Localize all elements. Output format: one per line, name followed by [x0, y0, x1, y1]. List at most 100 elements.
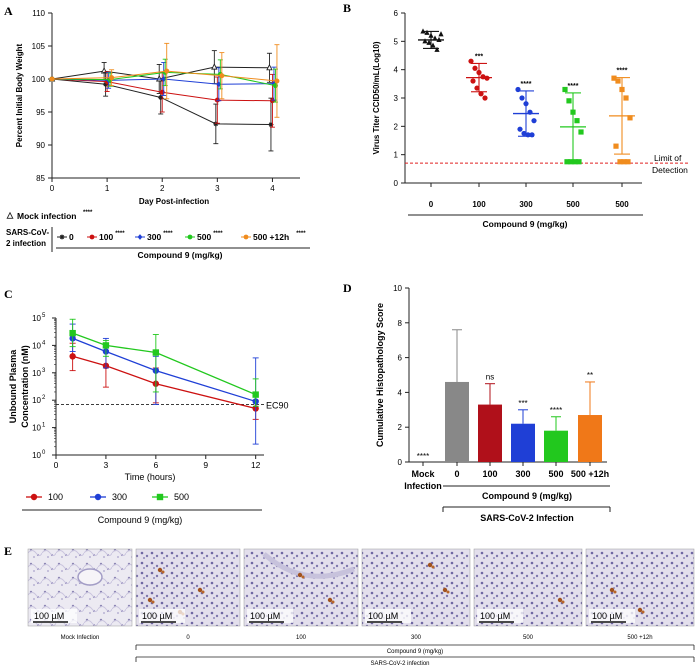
b-data-point: [578, 129, 584, 135]
a-series-500-12h: [49, 42, 280, 118]
c-data-point: [102, 342, 110, 349]
d-significance: ***: [518, 399, 527, 408]
micrograph-airway: [77, 568, 103, 586]
panel-letter-b: B: [343, 1, 351, 15]
d-bar-group-0: ****: [417, 452, 429, 466]
panel-letter-d: D: [343, 281, 352, 295]
b-y-tick-label: 1: [394, 151, 399, 160]
micrograph-4: 100 µM: [473, 548, 583, 627]
a-legend-group-label-1: SARS-CoV-: [6, 228, 49, 237]
d-y-tick-label: 8: [398, 319, 403, 328]
a-data-point: [274, 78, 280, 84]
d-bar-group-5: **: [578, 371, 602, 466]
b-data-point: [422, 38, 428, 44]
a-y-tick-label: 90: [36, 141, 45, 150]
d-y-tick-label: 4: [398, 388, 403, 397]
b-group-3: ****: [560, 83, 586, 165]
micrograph-stain: [161, 570, 165, 574]
b-data-point: [576, 159, 582, 165]
c-y-tick-label: 10: [32, 314, 41, 323]
b-group-4: ****: [609, 68, 635, 165]
a-y-tick-label: 95: [36, 108, 45, 117]
a-y-tick-label: 85: [36, 174, 45, 183]
c-y-tick-label: 10: [32, 396, 41, 405]
d-bar-group-3: ***: [511, 399, 535, 466]
d-bar: [511, 423, 535, 462]
b-x-tick-label: 500: [615, 200, 629, 209]
d-x-label: 100: [482, 469, 497, 479]
b-x-tick-label: 0: [429, 200, 434, 209]
micrograph-1: 100 µM: [135, 548, 241, 627]
b-y-tick-label: 3: [394, 94, 399, 103]
a-y-axis-label: Percent Initial Body Weight: [15, 43, 24, 147]
b-data-point: [566, 98, 572, 104]
a-legend-entry-100: 100 ****: [87, 231, 125, 242]
b-group-0: [418, 28, 444, 52]
b-data-point: [519, 95, 525, 101]
a-data-point: [268, 122, 274, 128]
a-legend-marker: [137, 234, 143, 240]
micrograph-label: 300: [411, 635, 422, 641]
a-data-point: [158, 94, 164, 100]
a-x-axis-label: Day Post-infection: [139, 197, 209, 206]
micrograph-stain: [442, 587, 448, 593]
b-group-2: ****: [513, 81, 539, 138]
a-legend-marker: [187, 234, 193, 240]
a-data-point: [109, 75, 115, 81]
b-data-point: [562, 86, 568, 93]
a-legend-group-label-2: 2 infection: [6, 239, 46, 248]
micrograph-stain: [327, 597, 333, 603]
c-series-100: [69, 342, 259, 420]
a-series-line: [51, 78, 271, 126]
b-y-tick-label: 6: [394, 9, 399, 18]
micrograph-stain: [157, 567, 163, 573]
panel-e-compound-label: Compound 9 (mg/kg): [387, 649, 443, 655]
micrograph-stain: [637, 607, 643, 613]
b-data-point: [531, 118, 537, 124]
panel-b-virus-titer-chart: 0 1 2 3 4 5 6 0 100 300 500 500 Compound 9 (mg/kg) Vi…: [372, 9, 690, 229]
micrograph-stain: [147, 597, 153, 603]
d-significance: ****: [550, 406, 562, 415]
micrograph-stain: [331, 600, 335, 604]
b-data-point: [613, 143, 619, 149]
a-x-tick-label: 1: [105, 184, 110, 193]
b-data-point: [521, 130, 527, 137]
b-data-point: [438, 31, 444, 37]
a-y-tick-label: 105: [32, 42, 46, 51]
b-data-point: [434, 46, 440, 52]
a-legend-label: 300: [147, 232, 161, 242]
b-data-point: [615, 78, 621, 84]
a-legend-marker: [243, 234, 249, 240]
d-bar: [445, 381, 469, 462]
a-legend-label: 500: [197, 232, 211, 242]
c-y-tick-exponent: 4: [42, 340, 46, 346]
d-x-label: 500: [548, 469, 563, 479]
b-data-point: [430, 42, 436, 48]
micrograph-5: 100 µM: [585, 548, 695, 627]
d-y-axis-label: Cumulative Histopathology Score: [375, 303, 385, 447]
b-data-point: [617, 159, 623, 165]
b-data-point: [611, 75, 617, 81]
d-significance: ns: [486, 373, 494, 382]
a-legend-marker: [89, 234, 95, 240]
c-x-tick-label: 12: [251, 460, 261, 470]
a-x-tick-label: 0: [50, 184, 55, 193]
a-legend-mock-marker: [6, 211, 14, 219]
b-data-point: [625, 159, 631, 165]
scale-bar-background: [589, 609, 635, 623]
micrograph-stain: [431, 565, 435, 569]
a-x-tick-label: 2: [160, 184, 165, 193]
micrograph-label: Mock Infection: [61, 635, 100, 641]
micrograph-stain: [561, 600, 565, 604]
a-legend-marker: [59, 234, 65, 240]
micrograph-stain: [151, 600, 155, 604]
b-y-axis-label: Virus Titer CCID50/mL(Log10): [372, 41, 381, 154]
d-x-label-mock-2: Infection: [404, 481, 442, 491]
c-legend-entry-100: 100: [26, 492, 63, 502]
a-data-point: [164, 68, 170, 74]
d-y-tick-label: 2: [398, 423, 403, 432]
micrograph-stain: [613, 590, 617, 594]
a-legend-entry-500-12h: 500 +12h ****: [241, 231, 306, 242]
c-y-tick-label: 10: [32, 369, 41, 378]
micrograph-0: 100 µM: [27, 548, 133, 627]
